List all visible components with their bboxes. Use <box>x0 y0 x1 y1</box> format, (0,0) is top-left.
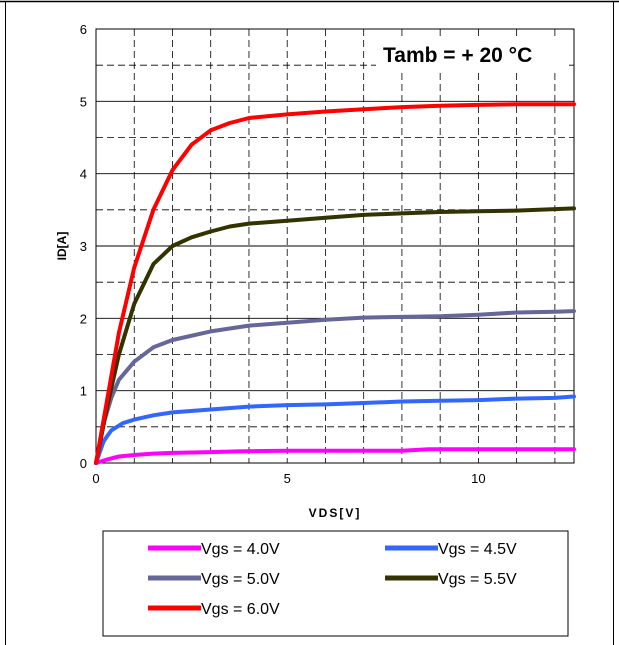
tick-labels: 0 1 2 3 4 5 6 0 5 10 <box>80 22 486 486</box>
annotation-text: Tamb = + 20 °C <box>383 44 532 67</box>
y-tick-label: 6 <box>80 22 87 37</box>
legend-label: Vgs = 4.0V <box>201 541 280 558</box>
series-line <box>94 102 576 465</box>
y-tick-label: 5 <box>80 94 87 109</box>
x-axis-label: VDS[V] <box>309 506 362 520</box>
y-tick-label: 2 <box>80 311 87 326</box>
annotation-box <box>376 36 568 72</box>
x-tick-label: 10 <box>471 471 485 486</box>
series-line <box>94 309 576 465</box>
y-axis-label: ID[A] <box>55 232 69 261</box>
series-line <box>94 447 576 465</box>
legend-entries: Vgs = 4.0V Vgs = 4.5V Vgs = 5.0V Vgs = 5.5V… <box>148 541 517 618</box>
x-tick-label: 0 <box>92 471 99 486</box>
y-tick-label: 4 <box>80 167 87 182</box>
legend-label: Vgs = 5.0V <box>201 571 280 588</box>
y-tick-label: 0 <box>80 456 87 471</box>
y-tick-label: 3 <box>80 239 87 254</box>
y-tick-label: 1 <box>80 384 87 399</box>
series-line <box>94 206 576 465</box>
plot-area-frame <box>95 28 575 464</box>
series-lines <box>94 102 576 465</box>
x-tick-label: 5 <box>284 471 291 486</box>
legend-label: Vgs = 4.5V <box>438 541 517 558</box>
series-line <box>94 394 576 465</box>
legend-label: Vgs = 5.5V <box>438 571 517 588</box>
legend-label: Vgs = 6.0V <box>201 601 280 618</box>
